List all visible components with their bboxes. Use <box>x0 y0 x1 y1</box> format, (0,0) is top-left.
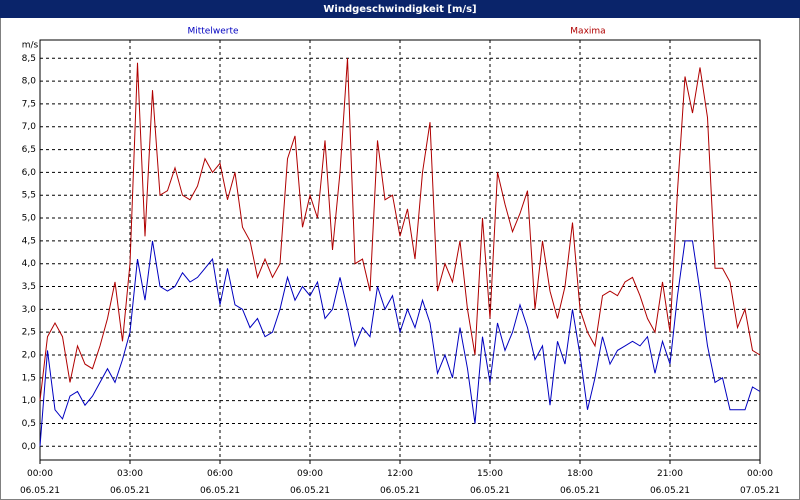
y-tick-label: 7,0 <box>22 122 37 132</box>
y-axis-unit: m/s <box>22 41 39 51</box>
y-tick-label: 5,0 <box>22 214 37 224</box>
x-tick-label: 09:00 06.05.21 <box>290 469 330 496</box>
y-tick-label: 1,5 <box>22 373 36 383</box>
x-tick-label: 18:00 06.05.21 <box>560 469 600 496</box>
y-tick-label: 4,5 <box>22 236 36 246</box>
x-tick-label: 15:00 06.05.21 <box>470 469 510 496</box>
x-tick-label: 00:00 06.05.21 <box>20 469 60 496</box>
y-tick-label: 0,0 <box>22 442 37 452</box>
y-tick-label: 2,0 <box>22 351 37 361</box>
y-tick-label: 5,5 <box>22 191 36 201</box>
x-tick-label: 12:00 06.05.21 <box>380 469 420 496</box>
chart-title: Windgeschwindigkeit [m/s] <box>323 4 476 15</box>
x-tick-label: 06:00 06.05.21 <box>200 469 240 496</box>
y-tick-label: 3,5 <box>22 282 36 292</box>
data-line <box>39 58 761 401</box>
y-tick-label: 0,5 <box>22 419 36 429</box>
y-tick-label: 6,0 <box>22 168 37 178</box>
y-tick-label: 8,5 <box>22 54 36 64</box>
y-tick-label: 2,5 <box>22 328 36 338</box>
x-tick-label: 21:00 06.05.21 <box>650 469 690 496</box>
title-bar <box>0 0 800 18</box>
y-tick-label: 3,0 <box>22 305 37 315</box>
y-tick-label: 6,5 <box>22 145 36 155</box>
y-tick-label: 1,0 <box>22 396 37 406</box>
x-tick-label: 00:00 07.05.21 <box>740 469 780 496</box>
y-tick-label: 4,0 <box>22 259 37 269</box>
legend-entry: Mittelwerte <box>187 27 238 37</box>
legend-entry: Maxima <box>570 27 605 37</box>
y-tick-label: 8,0 <box>22 77 37 87</box>
data-line <box>39 240 761 447</box>
x-tick-label: 03:00 06.05.21 <box>110 469 150 496</box>
y-tick-label: 7,5 <box>22 99 36 109</box>
